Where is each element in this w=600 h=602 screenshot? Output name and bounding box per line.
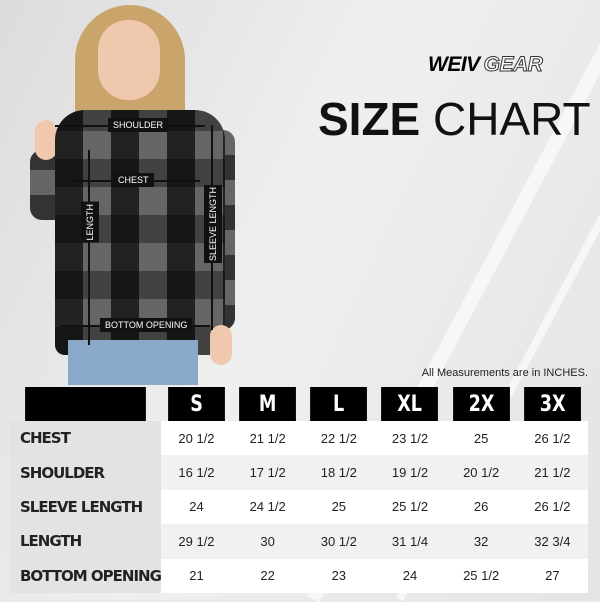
table-cell: 30 xyxy=(232,524,304,559)
table-cell: 22 1/2 xyxy=(303,421,375,456)
right-hand xyxy=(210,325,232,365)
bottom-opening-label: BOTTOM OPENING xyxy=(100,318,193,332)
measurement-note: All Measurements are in INCHES. xyxy=(421,367,588,379)
size-table: S M L XL 2X 3X CHEST 20 1/2 21 1/2 22 1/2 23 1/2 2… xyxy=(10,387,588,593)
table-cell: 26 xyxy=(445,489,517,525)
table-cell: 21 1/2 xyxy=(232,421,304,456)
page-title: SIZE CHART xyxy=(318,92,591,146)
table-cell: 30 1/2 xyxy=(303,524,375,559)
table-row: BOTTOM OPENING 21 22 23 24 25 1/2 27 xyxy=(10,558,588,593)
length-label: LENGTH xyxy=(81,202,99,243)
shoulder-label: SHOULDER xyxy=(108,118,169,132)
table-cell: 25 xyxy=(445,421,517,456)
table-cell: 26 1/2 xyxy=(516,421,588,456)
table-cell: 20 1/2 xyxy=(445,455,517,490)
table-cell: 22 xyxy=(232,558,304,593)
table-cell: 24 xyxy=(160,489,233,525)
size-header: 3X xyxy=(523,387,581,421)
table-row: LENGTH 29 1/2 30 30 1/2 31 1/4 32 32 3/4 xyxy=(10,524,588,559)
size-header: 2X xyxy=(452,387,510,421)
table-row: CHEST 20 1/2 21 1/2 22 1/2 23 1/2 25 26 1/2 xyxy=(10,421,588,456)
table-cell: 32 3/4 xyxy=(516,524,588,559)
brand-word2: GEAR xyxy=(483,53,543,77)
table-cell: 25 1/2 xyxy=(445,558,517,593)
size-header-row: S M L XL 2X 3X xyxy=(10,387,588,421)
table-cell: 27 xyxy=(516,558,588,593)
left-hand xyxy=(35,120,57,160)
row-label: SLEEVE LENGTH xyxy=(10,489,161,525)
size-header: XL xyxy=(381,387,439,421)
length-line xyxy=(88,150,90,345)
table-cell: 26 1/2 xyxy=(516,489,588,525)
table-cell: 25 1/2 xyxy=(374,489,446,525)
table-cell: 20 1/2 xyxy=(160,421,233,456)
model-photo xyxy=(20,0,250,385)
size-header: M xyxy=(239,387,297,421)
brand-word1: WEIV xyxy=(428,53,480,76)
table-cell: 17 1/2 xyxy=(232,455,304,490)
table-cell: 23 1/2 xyxy=(374,421,446,456)
jeans xyxy=(68,340,198,385)
sleeve-length-label: SLEEVE LENGTH xyxy=(204,185,222,264)
table-cell: 16 1/2 xyxy=(160,455,233,490)
size-header: L xyxy=(310,387,368,421)
face xyxy=(98,20,160,100)
size-header: S xyxy=(168,387,225,421)
table-cell: 23 xyxy=(303,558,375,593)
table-cell: 19 1/2 xyxy=(374,455,446,490)
header-blank xyxy=(25,387,146,421)
table-cell: 18 1/2 xyxy=(303,455,375,490)
chest-label: CHEST xyxy=(113,173,154,187)
table-cell: 25 xyxy=(303,489,375,525)
table-cell: 32 xyxy=(445,524,517,559)
table-cell: 24 xyxy=(374,558,446,593)
table-cell: 21 1/2 xyxy=(516,455,588,490)
brand-logo: WEIV GEAR xyxy=(428,53,543,77)
table-row: SHOULDER 16 1/2 17 1/2 18 1/2 19 1/2 20 1/2 21… xyxy=(10,455,588,490)
table-cell: 24 1/2 xyxy=(232,489,304,525)
table-cell: 21 xyxy=(160,558,233,593)
table-cell: 29 1/2 xyxy=(160,524,233,559)
title-light: CHART xyxy=(433,93,591,145)
table-row: SLEEVE LENGTH 24 24 1/2 25 25 1/2 26 26 1/2 xyxy=(10,489,588,525)
table-cell: 31 1/4 xyxy=(374,524,446,559)
title-bold: SIZE xyxy=(318,93,421,145)
row-label: LENGTH xyxy=(10,524,161,559)
row-label: SHOULDER xyxy=(10,455,161,490)
row-label: CHEST xyxy=(10,421,161,456)
row-label: BOTTOM OPENING xyxy=(10,558,162,593)
